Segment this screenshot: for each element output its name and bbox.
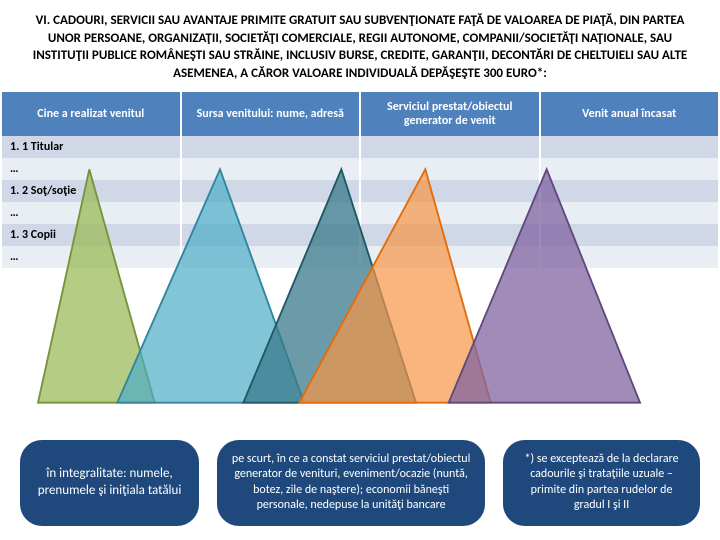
callout-right: *) se exceptează de la declarare cadouri… bbox=[503, 440, 700, 526]
cell bbox=[540, 224, 720, 246]
cell bbox=[181, 224, 361, 246]
cell bbox=[360, 202, 540, 224]
cell bbox=[360, 180, 540, 202]
cell bbox=[360, 224, 540, 246]
cell bbox=[540, 246, 720, 268]
col-header-2: Sursa venitului: nume, adresă bbox=[181, 92, 361, 136]
cell bbox=[181, 202, 361, 224]
callout-left: în integralitate: numele, prenumele şi i… bbox=[20, 440, 199, 526]
section-title: VI. CADOURI, SERVICII SAU AVANTAJE PRIMI… bbox=[0, 0, 720, 92]
cell bbox=[540, 180, 720, 202]
cell bbox=[540, 158, 720, 180]
declaration-table: Cine a realizat venitul Sursa venitului:… bbox=[0, 92, 720, 268]
cell bbox=[360, 246, 540, 268]
cell bbox=[360, 136, 540, 158]
row-label: … bbox=[1, 202, 181, 224]
row-label: … bbox=[1, 158, 181, 180]
callout-center: pe scurt, în ce a constat serviciul pres… bbox=[217, 440, 485, 526]
cell bbox=[181, 246, 361, 268]
row-label: 1. 2 Soţ/soţie bbox=[1, 180, 181, 202]
cell bbox=[181, 158, 361, 180]
col-header-1: Cine a realizat venitul bbox=[1, 92, 181, 136]
cell bbox=[540, 136, 720, 158]
col-header-3: Serviciul prestat/obiectul generator de … bbox=[360, 92, 540, 136]
row-label: 1. 3 Copii bbox=[1, 224, 181, 246]
col-header-4: Venit anual încasat bbox=[540, 92, 720, 136]
cell bbox=[181, 136, 361, 158]
cell bbox=[540, 202, 720, 224]
row-label: 1. 1 Titular bbox=[1, 136, 181, 158]
cell bbox=[360, 158, 540, 180]
cell bbox=[181, 180, 361, 202]
row-label: … bbox=[1, 246, 181, 268]
